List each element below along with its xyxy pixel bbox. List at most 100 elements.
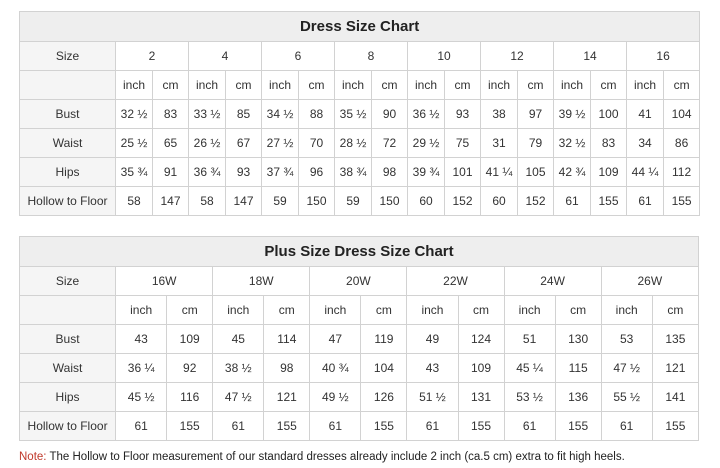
table-cell: 45 ¼ bbox=[503, 353, 556, 383]
unit-row-blank bbox=[19, 70, 116, 100]
size-12: 12 bbox=[480, 41, 554, 71]
table-row: Waist 25 ½ 65 26 ½ 67 27 ½ 70 28 ½ 72 29 ½ 75 31 79 3… bbox=[19, 128, 701, 158]
size-20w: 20W bbox=[309, 266, 408, 296]
row-label: Hips bbox=[19, 157, 116, 187]
table-cell: 155 bbox=[457, 411, 505, 441]
table-cell: 88 bbox=[298, 99, 335, 129]
table-cell: 135 bbox=[651, 324, 700, 354]
table-cell: 60 bbox=[480, 186, 518, 216]
table-cell: 131 bbox=[457, 382, 505, 412]
size-24w: 24W bbox=[503, 266, 602, 296]
table-cell: 26 ½ bbox=[188, 128, 226, 158]
unit-inch: inch bbox=[261, 70, 299, 100]
size-10: 10 bbox=[407, 41, 481, 71]
chart-title: Dress Size Chart bbox=[18, 11, 701, 42]
unit-cm: cm bbox=[590, 70, 627, 100]
table-cell: 85 bbox=[225, 99, 262, 129]
unit-inch: inch bbox=[188, 70, 226, 100]
table-cell: 61 bbox=[600, 411, 653, 441]
table-cell: 155 bbox=[554, 411, 602, 441]
table-cell: 75 bbox=[444, 128, 481, 158]
size-header: Size bbox=[18, 266, 117, 296]
unit-cm: cm bbox=[651, 295, 700, 325]
table-cell: 59 bbox=[334, 186, 372, 216]
unit-inch: inch bbox=[553, 70, 591, 100]
unit-inch: inch bbox=[115, 70, 153, 100]
table-cell: 53 ½ bbox=[503, 382, 556, 412]
unit-cm: cm bbox=[444, 70, 481, 100]
table-row: Waist 36 ¼ 92 38 ½ 98 40 ¾ 104 43 109 45 ¼ 115 47 ½… bbox=[18, 353, 700, 383]
size-16: 16 bbox=[625, 41, 701, 71]
table-cell: 25 ½ bbox=[115, 128, 153, 158]
table-cell: 141 bbox=[651, 382, 700, 412]
table-cell: 121 bbox=[263, 382, 311, 412]
note-text: The Hollow to Floor measurement of our s… bbox=[46, 451, 625, 463]
table-cell: 32 ½ bbox=[115, 99, 153, 129]
table-cell: 45 ½ bbox=[115, 382, 168, 412]
table-cell: 90 bbox=[371, 99, 408, 129]
table-cell: 37 ¾ bbox=[261, 157, 299, 187]
table-cell: 100 bbox=[590, 99, 627, 129]
table-cell: 150 bbox=[371, 186, 408, 216]
size-22w: 22W bbox=[406, 266, 505, 296]
table-cell: 93 bbox=[444, 99, 481, 129]
table-cell: 36 ¼ bbox=[115, 353, 168, 383]
unit-cm: cm bbox=[263, 295, 311, 325]
table-cell: 32 ½ bbox=[553, 128, 591, 158]
table-cell: 61 bbox=[553, 186, 591, 216]
unit-inch: inch bbox=[334, 70, 372, 100]
table-cell: 49 bbox=[406, 324, 459, 354]
table-row: Bust 43 109 45 114 47 119 49 124 51 130 53 135 bbox=[18, 324, 700, 354]
table-cell: 98 bbox=[371, 157, 408, 187]
table-row: Hollow to Floor 61 155 61 155 61 155 61 155 61 155… bbox=[18, 411, 700, 441]
table-cell: 70 bbox=[298, 128, 335, 158]
table-cell: 83 bbox=[152, 99, 189, 129]
table-cell: 29 ½ bbox=[407, 128, 445, 158]
table-cell: 119 bbox=[360, 324, 408, 354]
table-cell: 121 bbox=[651, 353, 700, 383]
size-header: Size bbox=[19, 41, 116, 71]
table-cell: 86 bbox=[662, 128, 701, 158]
table-cell: 155 bbox=[166, 411, 214, 441]
size-26w: 26W bbox=[600, 266, 700, 296]
table-cell: 61 bbox=[626, 186, 664, 216]
unit-inch: inch bbox=[406, 295, 459, 325]
unit-inch: inch bbox=[600, 295, 653, 325]
unit-inch: inch bbox=[309, 295, 362, 325]
table-cell: 96 bbox=[298, 157, 335, 187]
table-cell: 112 bbox=[662, 157, 701, 187]
table-cell: 41 ¼ bbox=[480, 157, 518, 187]
unit-row-blank bbox=[18, 295, 117, 325]
chart-title: Plus Size Dress Size Chart bbox=[19, 236, 699, 267]
unit-cm: cm bbox=[225, 70, 262, 100]
table-cell: 55 ½ bbox=[600, 382, 653, 412]
size-14: 14 bbox=[553, 41, 627, 71]
table-cell: 65 bbox=[152, 128, 189, 158]
table-cell: 104 bbox=[360, 353, 408, 383]
size-8: 8 bbox=[334, 41, 408, 71]
table-cell: 49 ½ bbox=[309, 382, 362, 412]
table-row: Hips 45 ½ 116 47 ½ 121 49 ½ 126 51 ½ 131 53 ½ 136 5… bbox=[18, 382, 700, 412]
size-6: 6 bbox=[261, 41, 335, 71]
size-18w: 18W bbox=[212, 266, 311, 296]
table-cell: 51 bbox=[503, 324, 556, 354]
table-cell: 61 bbox=[503, 411, 556, 441]
row-label: Bust bbox=[18, 324, 117, 354]
table-cell: 47 ½ bbox=[212, 382, 265, 412]
table-cell: 28 ½ bbox=[334, 128, 372, 158]
unit-inch: inch bbox=[115, 295, 168, 325]
table-cell: 61 bbox=[309, 411, 362, 441]
dress-size-chart-table: Dress Size Chart Size 2 4 6 8 10 12 14 16 inch cm in… bbox=[18, 11, 701, 216]
size-4: 4 bbox=[188, 41, 262, 71]
table-cell: 58 bbox=[188, 186, 226, 216]
table-cell: 34 bbox=[626, 128, 664, 158]
row-label: Hollow to Floor bbox=[19, 186, 116, 216]
table-cell: 39 ¾ bbox=[407, 157, 445, 187]
unit-cm: cm bbox=[517, 70, 554, 100]
unit-cm: cm bbox=[298, 70, 335, 100]
table-cell: 83 bbox=[590, 128, 627, 158]
unit-cm: cm bbox=[152, 70, 189, 100]
table-cell: 109 bbox=[166, 324, 214, 354]
table-cell: 44 ¼ bbox=[626, 157, 664, 187]
